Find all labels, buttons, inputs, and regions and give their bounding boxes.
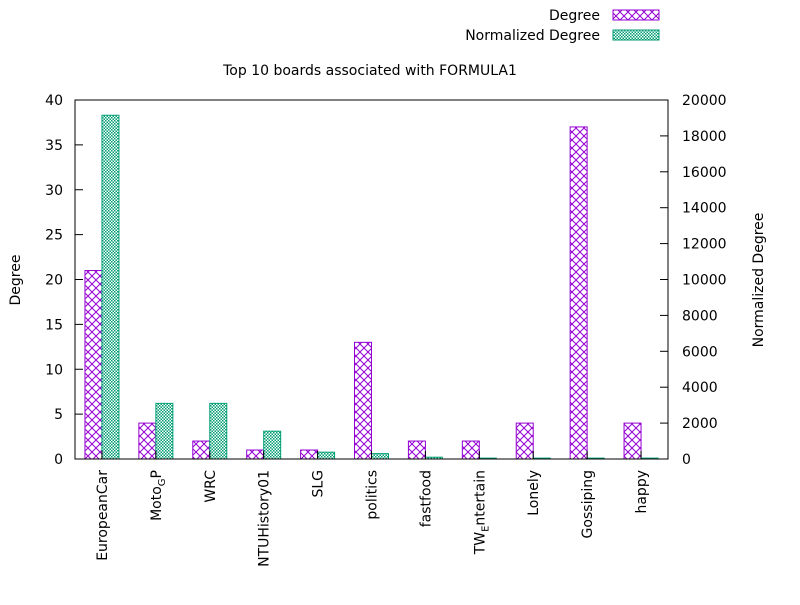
y-tick-label: 40: [45, 93, 63, 109]
bar-normalized-degree-3: [263, 430, 282, 460]
bar-normalized-degree-1: [155, 402, 174, 460]
legend-swatch-normalized-degree: [612, 29, 660, 41]
x-tick-label: EuropeanCar: [95, 470, 111, 561]
y2-tick-label: 6000: [682, 344, 718, 360]
bar-degree-5: [354, 341, 372, 460]
y-tick-label: 25: [45, 228, 63, 244]
y2-tick-label: 8000: [682, 308, 718, 324]
chart-title: Top 10 boards associated with FORMULA1: [222, 63, 517, 79]
bars-layer: [84, 114, 659, 460]
x-tick-label: Gossiping: [580, 470, 596, 538]
bar-degree-3: [246, 449, 265, 460]
y-tick-label: 15: [45, 317, 63, 333]
legend-label-normalized-degree: Normalized Degree: [465, 28, 600, 44]
bar-normalized-degree-0: [101, 114, 120, 460]
y2-tick-label: 2000: [682, 416, 718, 432]
bar-normalized-degree-2: [209, 402, 228, 460]
x-tick-label: fastfood: [418, 470, 434, 527]
bar-degree-2: [192, 440, 211, 460]
bar-degree-8: [515, 422, 534, 460]
y2-tick-label: 18000: [682, 129, 727, 145]
y2-tick-label: 14000: [682, 201, 727, 217]
y-axis-label: Degree: [8, 255, 24, 306]
y-tick-label: 0: [54, 452, 63, 468]
x-tick-label: MotoGP: [149, 470, 168, 521]
x-tick-label: NTUHistory01: [257, 470, 273, 567]
y2-tick-label: 4000: [682, 380, 718, 396]
legend-label-degree: Degree: [549, 8, 600, 24]
x-tick-label: TWEntertain: [472, 470, 491, 555]
y-tick-label: 35: [45, 138, 63, 154]
bar-degree-6: [407, 440, 426, 460]
y2-tick-label: 0: [682, 452, 691, 468]
bar-degree-1: [138, 422, 157, 460]
legend-swatch-degree: [612, 9, 660, 21]
x-tick-label: happy: [634, 470, 650, 514]
x-tick-label: WRC: [203, 470, 219, 503]
y2-tick-label: 20000: [682, 93, 727, 109]
x-tick-label: Lonely: [526, 470, 542, 516]
y2-axis-label: Normalized Degree: [751, 213, 767, 348]
x-tick-label: SLG: [311, 470, 327, 498]
y-tick-label: 20: [45, 273, 63, 289]
bar-degree-0: [84, 270, 103, 460]
y-tick-label: 10: [45, 362, 63, 378]
bar-degree-7: [461, 440, 480, 460]
bar-normalized-degree-5: [371, 453, 389, 460]
legend: Degree Normalized Degree: [465, 8, 660, 44]
y2-tick-label: 16000: [682, 165, 727, 181]
bar-normalized-degree-4: [317, 451, 336, 460]
bar-degree-4: [300, 449, 319, 460]
y2-tick-label: 10000: [682, 273, 727, 289]
axes-layer: 0 5 10 15 20 25 30 35 40 0 2000 4000 6000 8000 10000 12…: [45, 93, 726, 567]
x-tick-label: politics: [365, 470, 381, 520]
bar-degree-10: [623, 422, 642, 460]
bar-degree-9: [569, 126, 588, 460]
y-tick-label: 5: [54, 407, 63, 423]
y-tick-label: 30: [45, 183, 63, 199]
y2-tick-label: 12000: [682, 237, 727, 253]
